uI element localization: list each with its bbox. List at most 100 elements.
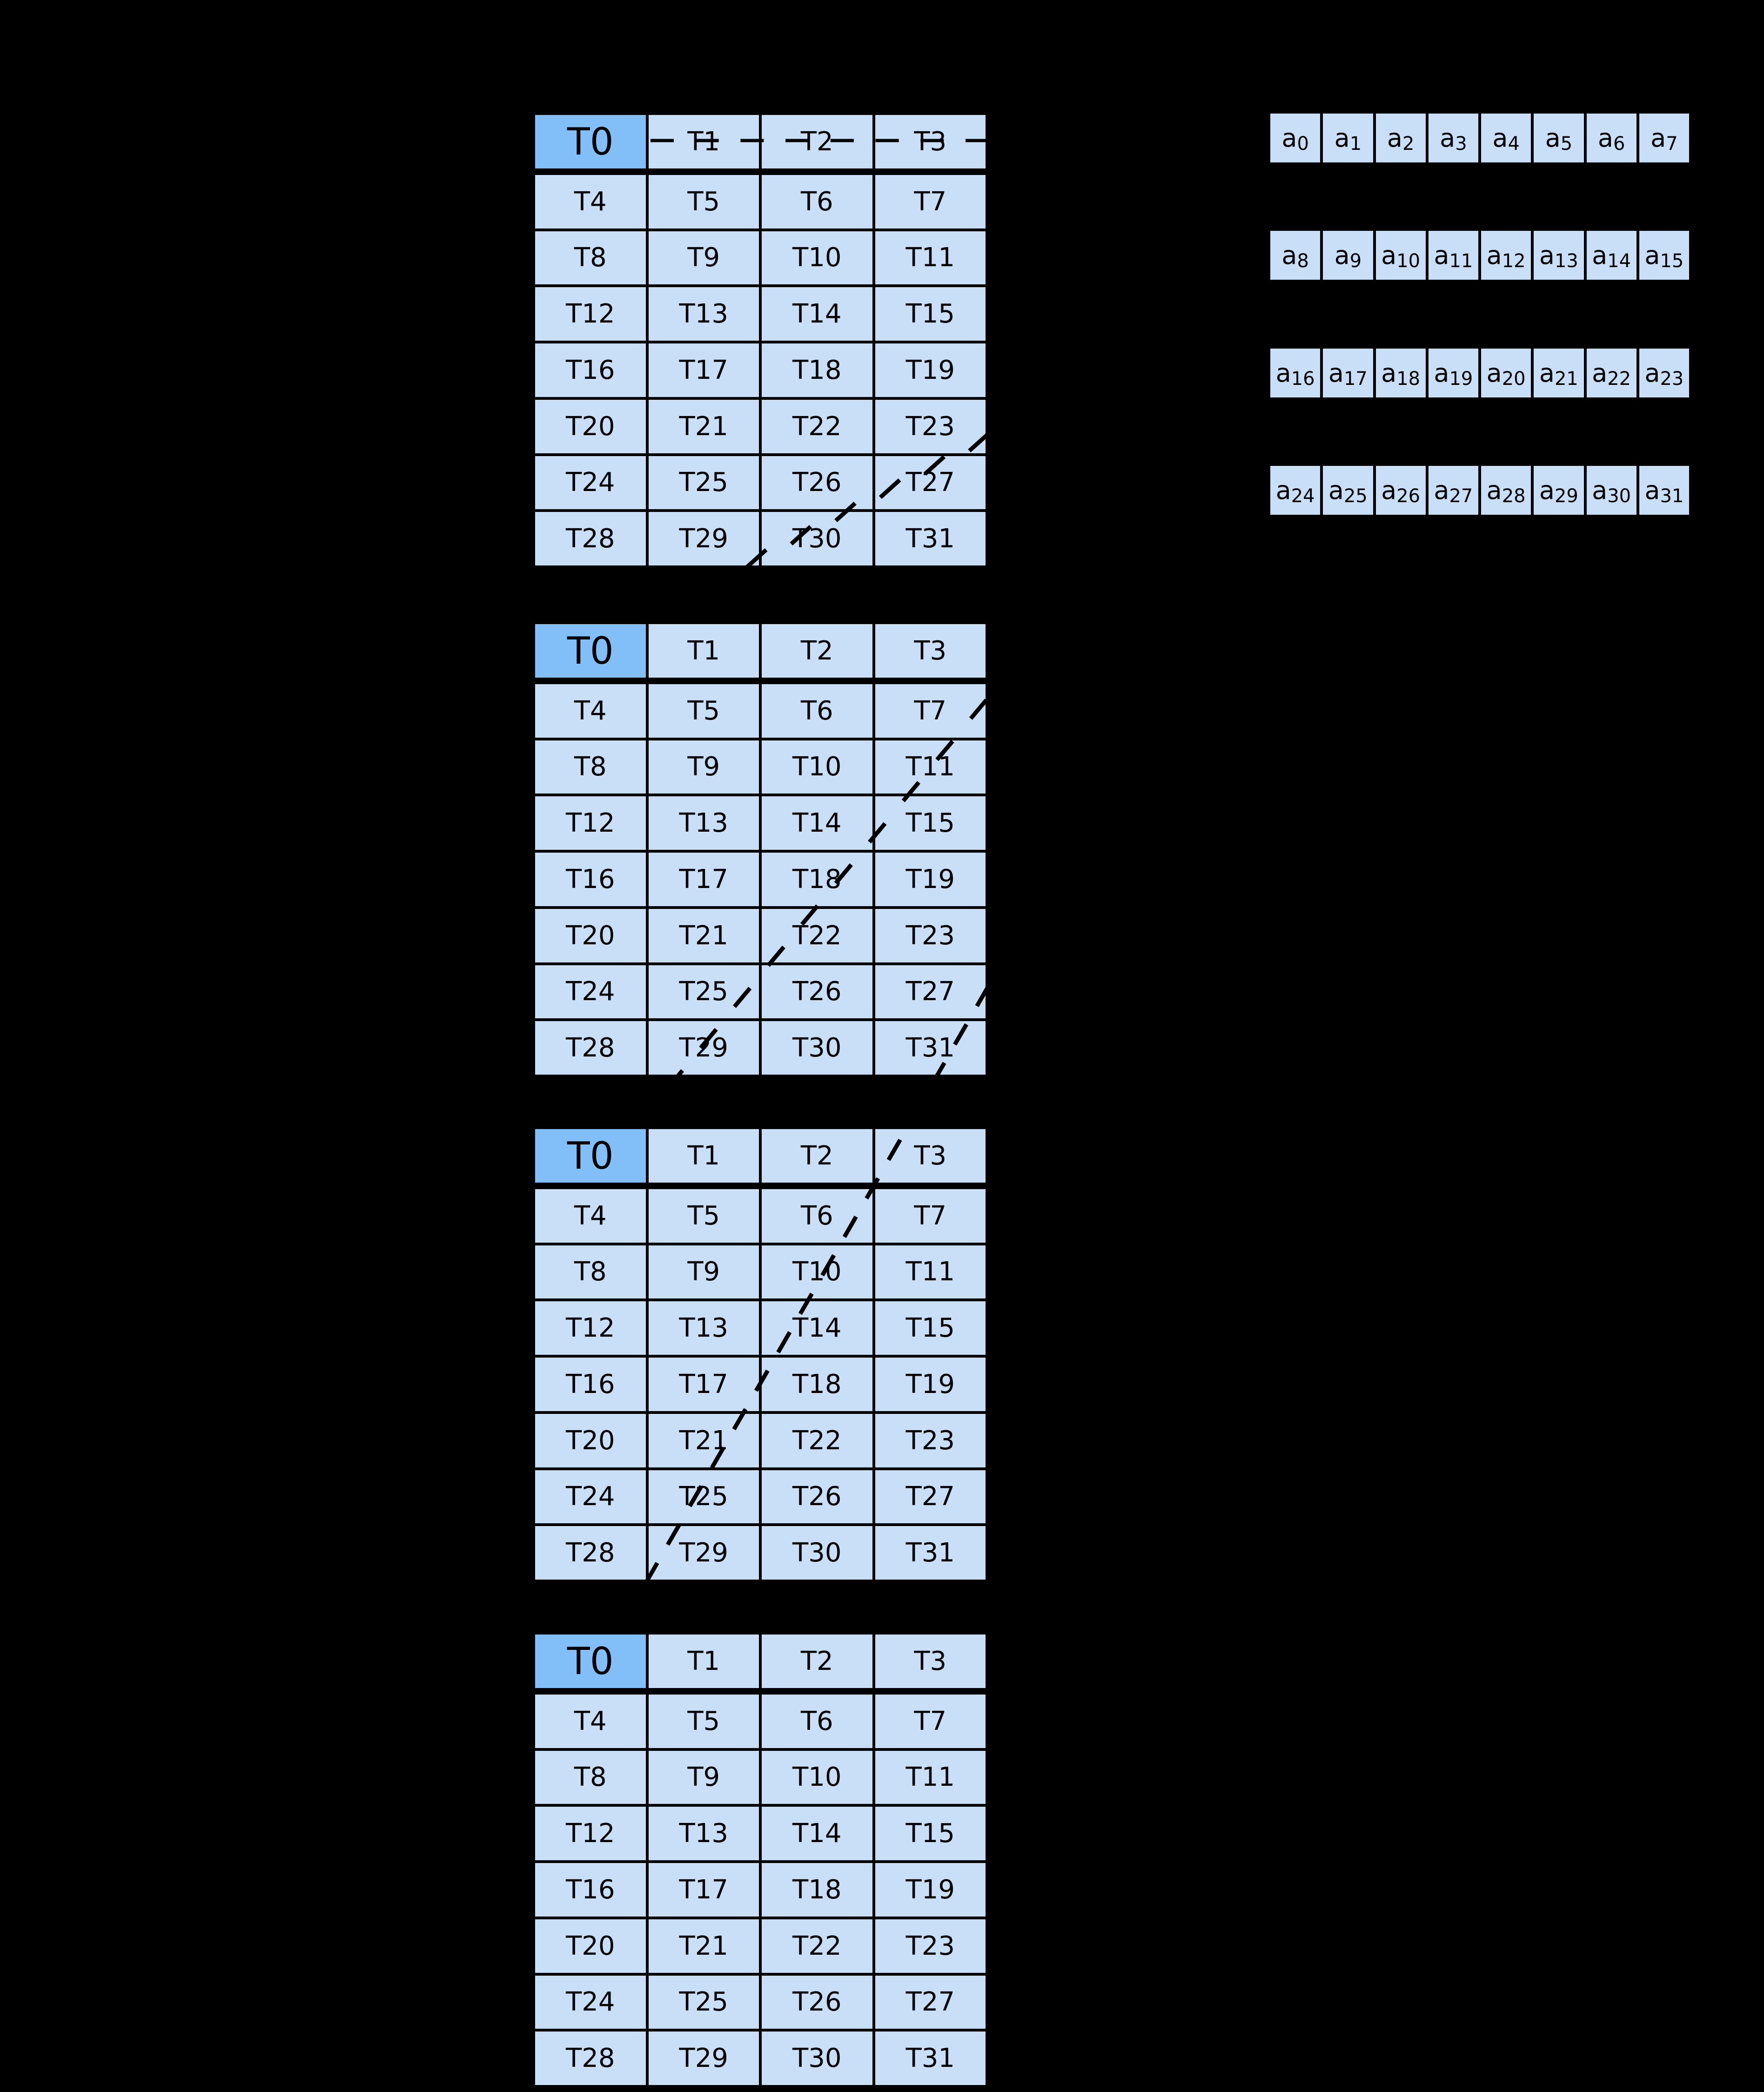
thread-cell-t24: T24 [535,965,646,1019]
thread-cell-t19: T19 [875,343,986,397]
thread-cell-t2: T2 [762,624,872,678]
thread-table-4: T0 T1 T2 T3 T4 T5 T6 T7 T8 T9 T10 T11 T12 T13 T14 T15 T1… [531,1630,990,2089]
array-cell-base: a [1334,123,1350,153]
thread-cell-t2: T2 [762,1635,872,1688]
thread-cell-t31: T31 [875,1526,986,1580]
thread-row: T4 T5 T6 T7 [535,1694,986,1748]
array-cell-base: a [1381,241,1397,270]
thread-cell-t5: T5 [648,1189,759,1243]
thread-cell-t18: T18 [762,853,872,906]
array-cell-base: a [1328,476,1344,505]
thread-cell-t20: T20 [535,399,646,453]
thread-cell-t29: T29 [648,1021,759,1075]
thread-cell-t24: T24 [535,456,646,510]
thread-row: T16 T17 T18 T19 [535,1863,986,1917]
array-cell-a23: a 23 [1639,349,1689,397]
thread-cell-t22: T22 [762,908,872,962]
thread-cell-t24: T24 [535,1975,646,2029]
thread-row: T20 T21 T22 T23 [535,1413,986,1467]
thread-cell-t15: T15 [875,1301,986,1355]
thread-row: T0 T1 T2 T3 [535,1129,986,1183]
array-cell-subscript: 17 [1343,368,1368,390]
array-cell-base: a [1275,358,1291,388]
array-cell-a19: a 19 [1428,349,1478,397]
thread-cell-t25: T25 [648,965,759,1019]
array-cell-a10: a 10 [1375,231,1426,280]
thread-cell-t18: T18 [762,1358,872,1411]
thread-cell-t28: T28 [535,512,646,565]
thread-cell-t11: T11 [875,740,986,794]
thread-cell-t27: T27 [875,1975,986,2029]
array-cell-base: a [1539,476,1555,505]
thread-row: T16 T17 T18 T19 [535,853,986,906]
array-cell-base: a [1644,241,1660,270]
array-row-2: a 8 a 9 a 10 a 11 a 12 a 13 a 14 a 15 [1268,228,1692,283]
thread-row: T20 T21 T22 T23 [535,1919,986,1973]
array-cell-subscript: 3 [1455,133,1467,155]
thread-row: T16 T17 T18 T19 [535,1358,986,1411]
thread-cell-t12: T12 [535,1807,646,1860]
thread-cell-t30: T30 [762,1526,872,1580]
array-cell-a20: a 20 [1481,349,1531,397]
thread-cell-t22: T22 [762,399,872,453]
array-cell-base: a [1275,476,1291,505]
array-cell-base: a [1592,476,1608,505]
thread-cell-t7: T7 [875,175,986,229]
thread-cell-t8: T8 [535,740,646,794]
array-cell-a17: a 17 [1323,349,1373,397]
thread-cell-t0: T0 [535,115,646,168]
thread-cell-t10: T10 [762,1245,872,1299]
array-cell-base: a [1597,123,1613,153]
thread-cell-t27: T27 [875,1470,986,1524]
array-cell-subscript: 26 [1396,485,1421,507]
thread-cell-t31: T31 [875,512,986,565]
thread-row: T28 T29 T30 T31 [535,2031,986,2085]
thread-row: T24 T25 T26 T27 [535,1470,986,1524]
thread-cell-t7: T7 [875,684,986,738]
array-cell-subscript: 2 [1402,133,1415,155]
thread-cell-t4: T4 [535,1694,646,1748]
thread-cell-t3: T3 [875,1129,986,1183]
array-cell-subscript: 30 [1607,485,1631,507]
thread-cell-t24: T24 [535,1470,646,1524]
array-cell-subscript: 1 [1349,133,1362,155]
thread-row: T4 T5 T6 T7 [535,684,986,738]
thread-cell-t1: T1 [648,1129,759,1183]
array-row-3: a 16 a 17 a 18 a 19 a 20 a 21 a 22 a 23 [1268,346,1692,400]
thread-cell-t13: T13 [648,796,759,850]
thread-cell-t21: T21 [648,399,759,453]
thread-cell-t21: T21 [648,1413,759,1467]
thread-cell-t2: T2 [762,115,872,168]
thread-cell-t22: T22 [762,1919,872,1973]
thread-cell-t29: T29 [648,1526,759,1580]
thread-cell-t27: T27 [875,456,986,510]
thread-cell-t30: T30 [762,512,872,565]
thread-cell-t31: T31 [875,2031,986,2085]
thread-cell-t10: T10 [762,740,872,794]
array-cell-subscript: 15 [1660,250,1684,272]
thread-cell-t23: T23 [875,908,986,962]
thread-cell-t23: T23 [875,1919,986,1973]
array-cell-a31: a 31 [1639,466,1689,515]
array-cell-base: a [1281,123,1297,153]
thread-table-1: T0 T1 T2 T3 T4 T5 T6 T7 T8 T9 T10 T11 T12 T13 T14 T15 T1… [531,111,990,570]
array-cell-a11: a 11 [1428,231,1478,280]
thread-row: T0 T1 T2 T3 [535,624,986,678]
thread-cell-t8: T8 [535,231,646,285]
thread-row: T8 T9 T10 T11 [535,231,986,285]
thread-cell-t14: T14 [762,287,872,341]
thread-row: T12 T13 T14 T15 [535,287,986,341]
thread-row: T4 T5 T6 T7 [535,1189,986,1243]
thread-cell-t23: T23 [875,399,986,453]
thread-cell-t17: T17 [648,853,759,906]
thread-cell-t12: T12 [535,287,646,341]
array-cell-subscript: 29 [1554,485,1578,507]
array-cell-base: a [1328,358,1344,388]
array-cell-subscript: 6 [1613,133,1625,155]
thread-cell-t10: T10 [762,1750,872,1804]
thread-cell-t5: T5 [648,175,759,229]
thread-cell-t31: T31 [875,1021,986,1075]
array-cell-subscript: 18 [1396,368,1421,390]
